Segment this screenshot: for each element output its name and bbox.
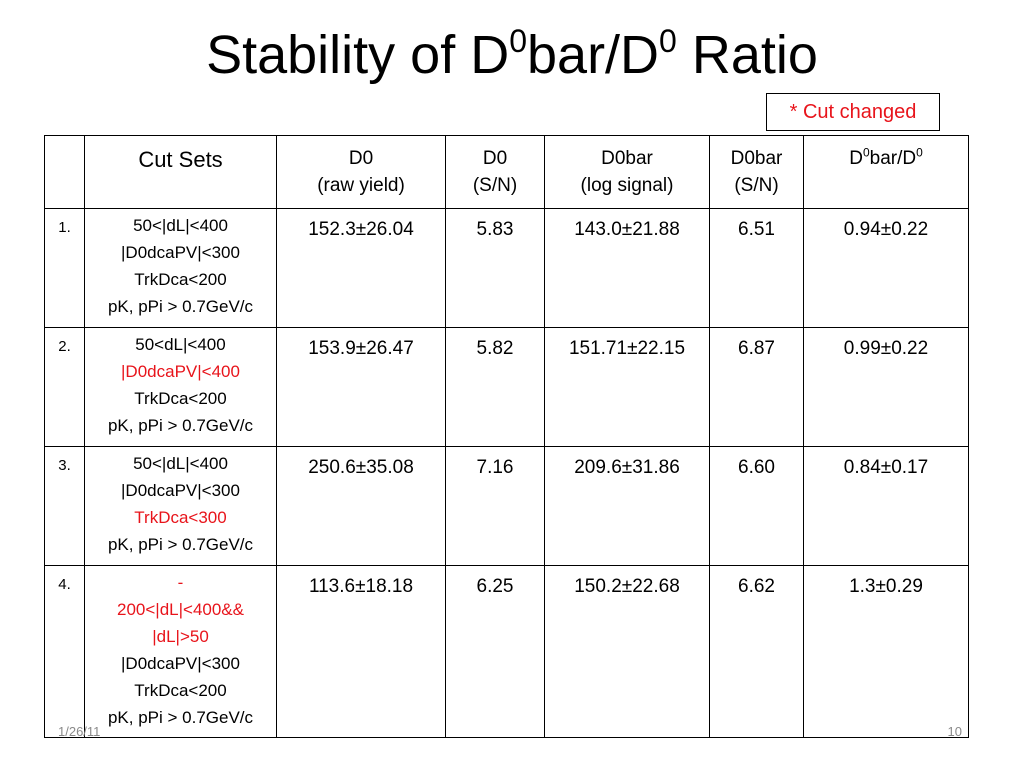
- header-d0-sn: D0 (S/N): [445, 135, 545, 209]
- header-d0bar-sn-line1: D0bar: [730, 148, 783, 169]
- d0-sn-value: 7.16: [445, 446, 545, 566]
- header-ratio: D0bar/D0: [803, 135, 969, 209]
- cut-line: 50<|dL|<400: [133, 216, 228, 235]
- ratio-value: 1.3±0.29: [803, 565, 969, 738]
- cut-line: |D0dcaPV|<300: [121, 654, 240, 673]
- cut-set-cell: 50<|dL|<400 |D0dcaPV|<300 TrkDca<200 pK,…: [84, 208, 277, 328]
- title-suffix: Ratio: [676, 25, 818, 85]
- header-cut-sets: Cut Sets: [84, 135, 277, 209]
- header-d0-raw-yield: D0 (raw yield): [276, 135, 446, 209]
- title-superscript-1: 0: [509, 23, 527, 59]
- cut-line: |D0dcaPV|<300: [121, 243, 240, 262]
- ratio-value: 0.99±0.22: [803, 327, 969, 447]
- cut-line: pK, pPi > 0.7GeV/c: [107, 535, 254, 554]
- ratio-value: 0.84±0.17: [803, 446, 969, 566]
- d0bar-log-signal-value: 151.71±22.15: [544, 327, 710, 447]
- cut-line: TrkDca<200: [134, 389, 227, 408]
- d0-raw-yield-value: 113.6±18.18: [276, 565, 446, 738]
- cut-line-changed: 200<|dL|<400&&: [116, 600, 244, 619]
- d0bar-log-signal-value: 209.6±31.86: [544, 446, 710, 566]
- slide-title: Stability of D0bar/D0 Ratio: [0, 22, 1024, 88]
- row-index: 2.: [44, 327, 85, 447]
- header-ratio-part-a: D: [849, 148, 863, 169]
- title-middle: bar/D: [527, 25, 660, 85]
- header-d0-sn-line1: D0: [482, 148, 508, 169]
- cut-line: pK, pPi > 0.7GeV/c: [107, 708, 254, 727]
- ratio-value: 0.94±0.22: [803, 208, 969, 328]
- header-d0-raw-line1: D0: [348, 148, 374, 169]
- header-ratio-part-b: bar/D: [869, 148, 917, 169]
- row-index: 4.: [44, 565, 85, 738]
- table-row: 2. 50<dL|<400 |D0dcaPV|<400 TrkDca<200 p…: [44, 327, 969, 447]
- cut-line-changed: |dL|>50: [152, 627, 209, 646]
- d0bar-log-signal-value: 150.2±22.68: [544, 565, 710, 738]
- title-prefix: Stability of D: [206, 25, 510, 85]
- cut-line: TrkDca<200: [134, 681, 227, 700]
- cut-stability-table: Cut Sets D0 (raw yield) D0 (S/N) D0bar (log…: [44, 135, 969, 738]
- cut-set-cell: 50<|dL|<400 |D0dcaPV|<300 TrkDca<300 pK,…: [84, 446, 277, 566]
- cut-line: 50<|dL|<400: [133, 454, 228, 473]
- d0bar-log-signal-value: 143.0±21.88: [544, 208, 710, 328]
- d0-sn-value: 5.82: [445, 327, 545, 447]
- cut-line: TrkDca<200: [134, 270, 227, 289]
- header-d0bar-log-line1: D0bar: [601, 148, 653, 169]
- cut-set-cell: - 200<|dL|<400&& |dL|>50 |D0dcaPV|<300 T…: [84, 565, 277, 738]
- d0-raw-yield-value: 153.9±26.47: [276, 327, 446, 447]
- cut-line: 50<dL|<400: [135, 335, 226, 354]
- row-index: 1.: [44, 208, 85, 328]
- table-row: 4. - 200<|dL|<400&& |dL|>50 |D0dcaPV|<30…: [44, 565, 969, 738]
- d0bar-sn-value: 6.60: [709, 446, 804, 566]
- d0bar-sn-value: 6.62: [709, 565, 804, 738]
- footer-date: 1/26/11: [58, 724, 101, 739]
- footer-page-number: 10: [947, 724, 962, 739]
- table-row: 3. 50<|dL|<400 |D0dcaPV|<300 TrkDca<300 …: [44, 446, 969, 566]
- header-d0-sn-line2: (S/N): [472, 175, 518, 196]
- d0-sn-value: 6.25: [445, 565, 545, 738]
- cut-changed-legend: * Cut changed: [766, 93, 940, 131]
- cut-line: pK, pPi > 0.7GeV/c: [107, 297, 254, 316]
- header-d0bar-sn-line2: (S/N): [734, 175, 779, 196]
- header-cut-sets-label: Cut Sets: [138, 147, 223, 172]
- header-ratio-sup-2: 0: [916, 145, 923, 160]
- table-row: 1. 50<|dL|<400 |D0dcaPV|<300 TrkDca<200 …: [44, 208, 969, 328]
- table-header-row: Cut Sets D0 (raw yield) D0 (S/N) D0bar (log…: [44, 135, 969, 209]
- header-d0-raw-line2: (raw yield): [317, 175, 405, 196]
- cut-line-changed: -: [177, 573, 184, 592]
- d0bar-sn-value: 6.51: [709, 208, 804, 328]
- cut-line: |D0dcaPV|<300: [121, 481, 240, 500]
- cut-line-changed: TrkDca<300: [134, 508, 227, 527]
- d0bar-sn-value: 6.87: [709, 327, 804, 447]
- cut-line: pK, pPi > 0.7GeV/c: [107, 416, 254, 435]
- cut-set-cell: 50<dL|<400 |D0dcaPV|<400 TrkDca<200 pK, …: [84, 327, 277, 447]
- cut-line-changed: |D0dcaPV|<400: [121, 362, 240, 381]
- d0-raw-yield-value: 250.6±35.08: [276, 446, 446, 566]
- header-d0bar-sn: D0bar (S/N): [709, 135, 804, 209]
- header-d0bar-log-signal: D0bar (log signal): [544, 135, 710, 209]
- d0-raw-yield-value: 152.3±26.04: [276, 208, 446, 328]
- header-ratio-sup-1: 0: [862, 145, 870, 160]
- row-index: 3.: [44, 446, 85, 566]
- header-d0bar-log-line2: (log signal): [580, 175, 674, 196]
- d0-sn-value: 5.83: [445, 208, 545, 328]
- header-index: [44, 135, 85, 209]
- title-superscript-2: 0: [659, 23, 677, 59]
